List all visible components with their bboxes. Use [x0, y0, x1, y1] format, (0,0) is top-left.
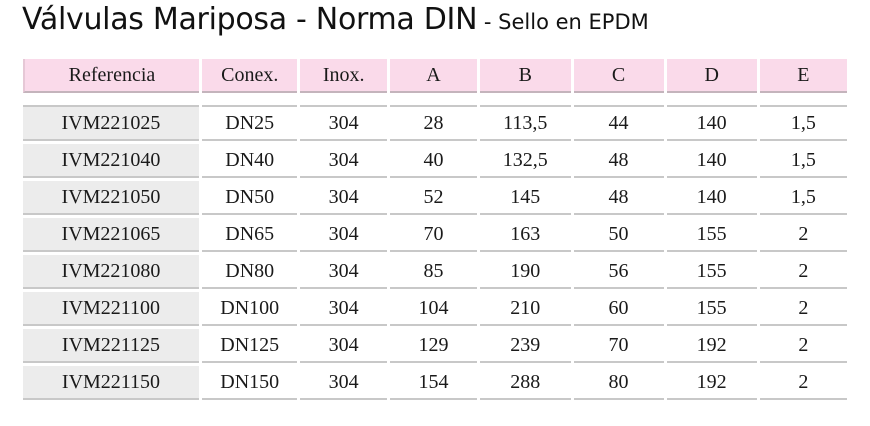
cell-b: 239 [480, 329, 571, 363]
cell-c: 60 [573, 292, 664, 326]
cell-e: 1,5 [759, 144, 847, 178]
table-header-row: Referencia Conex. Inox. A B C D E [23, 59, 847, 93]
cell-c: 80 [573, 366, 664, 400]
cell-inox: 304 [300, 292, 387, 326]
cell-d: 192 [666, 366, 757, 400]
cell-b: 210 [480, 292, 571, 326]
cell-inox: 304 [300, 105, 387, 141]
valve-specs-table: Referencia Conex. Inox. A B C D E IVM221… [20, 56, 850, 403]
cell-b: 132,5 [480, 144, 571, 178]
header-d: D [666, 59, 757, 93]
cell-b: 113,5 [480, 105, 571, 141]
cell-referencia: IVM221100 [23, 292, 199, 326]
cell-a: 154 [389, 366, 478, 400]
cell-b: 145 [480, 181, 571, 215]
header-a: A [389, 59, 478, 93]
valve-table-container: Referencia Conex. Inox. A B C D E IVM221… [20, 56, 850, 403]
cell-inox: 304 [300, 255, 387, 289]
cell-conex: DN40 [201, 144, 298, 178]
cell-referencia: IVM221150 [23, 366, 199, 400]
table-row: IVM221065 DN65 304 70 163 50 155 2 [23, 218, 847, 252]
spacer-cell [23, 96, 847, 102]
cell-inox: 304 [300, 329, 387, 363]
table-row: IVM221100 DN100 304 104 210 60 155 2 [23, 292, 847, 326]
title-main: Válvulas Mariposa - Norma DIN [22, 2, 478, 37]
cell-d: 140 [666, 181, 757, 215]
table-row: IVM221125 DN125 304 129 239 70 192 2 [23, 329, 847, 363]
cell-e: 2 [759, 329, 847, 363]
header-b: B [480, 59, 571, 93]
header-e: E [759, 59, 847, 93]
cell-d: 140 [666, 144, 757, 178]
cell-c: 70 [573, 329, 664, 363]
cell-conex: DN50 [201, 181, 298, 215]
cell-conex: DN25 [201, 105, 298, 141]
cell-referencia: IVM221080 [23, 255, 199, 289]
cell-e: 1,5 [759, 181, 847, 215]
cell-c: 48 [573, 144, 664, 178]
cell-d: 140 [666, 105, 757, 141]
cell-c: 44 [573, 105, 664, 141]
header-conex: Conex. [201, 59, 298, 93]
cell-a: 129 [389, 329, 478, 363]
table-row: IVM221080 DN80 304 85 190 56 155 2 [23, 255, 847, 289]
cell-inox: 304 [300, 144, 387, 178]
cell-referencia: IVM221050 [23, 181, 199, 215]
cell-inox: 304 [300, 366, 387, 400]
cell-referencia: IVM221065 [23, 218, 199, 252]
cell-d: 155 [666, 292, 757, 326]
cell-c: 56 [573, 255, 664, 289]
header-spacer [23, 96, 847, 102]
cell-b: 163 [480, 218, 571, 252]
cell-conex: DN65 [201, 218, 298, 252]
cell-referencia: IVM221025 [23, 105, 199, 141]
header-inox: Inox. [300, 59, 387, 93]
cell-inox: 304 [300, 218, 387, 252]
cell-referencia: IVM221040 [23, 144, 199, 178]
table-row: IVM221150 DN150 304 154 288 80 192 2 [23, 366, 847, 400]
page-title: Válvulas Mariposa - Norma DIN - Sello en… [22, 2, 649, 48]
cell-d: 155 [666, 218, 757, 252]
cell-b: 288 [480, 366, 571, 400]
table-row: IVM221050 DN50 304 52 145 48 140 1,5 [23, 181, 847, 215]
cell-a: 85 [389, 255, 478, 289]
cell-a: 28 [389, 105, 478, 141]
table-row: IVM221025 DN25 304 28 113,5 44 140 1,5 [23, 105, 847, 141]
cell-c: 48 [573, 181, 664, 215]
cell-e: 2 [759, 366, 847, 400]
table-row: IVM221040 DN40 304 40 132,5 48 140 1,5 [23, 144, 847, 178]
cell-e: 2 [759, 218, 847, 252]
cell-e: 1,5 [759, 105, 847, 141]
cell-a: 52 [389, 181, 478, 215]
cell-conex: DN125 [201, 329, 298, 363]
title-subtitle: - Sello en EPDM [477, 10, 649, 34]
header-referencia: Referencia [23, 59, 199, 93]
cell-referencia: IVM221125 [23, 329, 199, 363]
cell-e: 2 [759, 292, 847, 326]
cell-conex: DN80 [201, 255, 298, 289]
cell-a: 70 [389, 218, 478, 252]
cell-c: 50 [573, 218, 664, 252]
cell-d: 155 [666, 255, 757, 289]
cell-a: 104 [389, 292, 478, 326]
cell-e: 2 [759, 255, 847, 289]
header-c: C [573, 59, 664, 93]
cell-b: 190 [480, 255, 571, 289]
cell-inox: 304 [300, 181, 387, 215]
cell-a: 40 [389, 144, 478, 178]
cell-conex: DN100 [201, 292, 298, 326]
cell-conex: DN150 [201, 366, 298, 400]
cell-d: 192 [666, 329, 757, 363]
